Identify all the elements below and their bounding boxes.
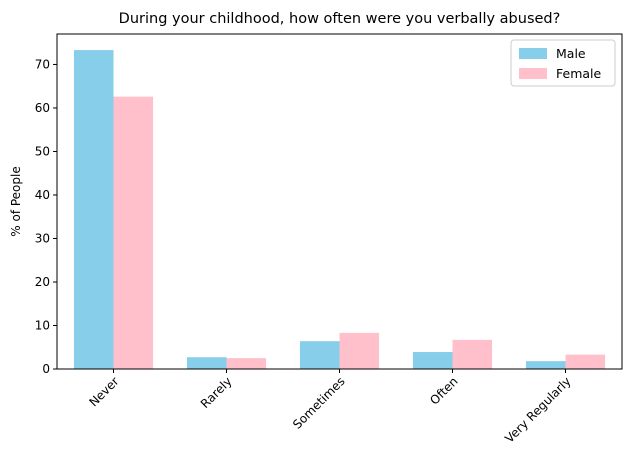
x-tick-label: Very Regularly bbox=[502, 374, 573, 445]
legend-label-male: Male bbox=[556, 46, 586, 61]
y-axis-label: % of People bbox=[9, 166, 23, 236]
y-tick-label: 10 bbox=[35, 318, 50, 332]
bar-female-very-regularly bbox=[565, 354, 606, 369]
y-tick-label: 20 bbox=[35, 275, 50, 289]
bar-female-rarely bbox=[226, 358, 267, 369]
bars-layer bbox=[73, 50, 606, 369]
legend-swatch-female bbox=[519, 68, 547, 79]
chart-title: During your childhood, how often were yo… bbox=[119, 11, 561, 27]
y-tick-label: 0 bbox=[42, 362, 50, 376]
y-tick-label: 50 bbox=[35, 144, 50, 158]
bar-male-rarely bbox=[186, 357, 227, 369]
legend-swatch-male bbox=[519, 48, 547, 59]
bar-female-often bbox=[452, 339, 493, 369]
x-tick-label: Never bbox=[86, 374, 121, 409]
y-tick-label: 70 bbox=[35, 57, 50, 71]
bar-male-often bbox=[412, 352, 453, 369]
y-tick-label: 40 bbox=[35, 188, 50, 202]
y-axis: 0 10 20 30 40 50 60 70 bbox=[35, 57, 57, 376]
bar-male-sometimes bbox=[299, 341, 340, 369]
x-axis: Never Rarely Sometimes Often Very Regularly bbox=[86, 369, 574, 446]
legend: Male Female bbox=[510, 39, 616, 87]
bar-male-very-regularly bbox=[525, 361, 566, 369]
y-tick-label: 30 bbox=[35, 231, 50, 245]
x-tick-label: Rarely bbox=[198, 374, 235, 411]
x-tick-label: Sometimes bbox=[290, 374, 348, 432]
bar-female-never bbox=[113, 96, 154, 369]
legend-label-female: Female bbox=[556, 66, 602, 81]
plot-frame bbox=[56, 33, 623, 370]
x-tick-label: Often bbox=[427, 374, 460, 407]
y-tick-label: 60 bbox=[35, 101, 50, 115]
bar-male-never bbox=[73, 50, 114, 369]
bar-female-sometimes bbox=[339, 332, 380, 369]
